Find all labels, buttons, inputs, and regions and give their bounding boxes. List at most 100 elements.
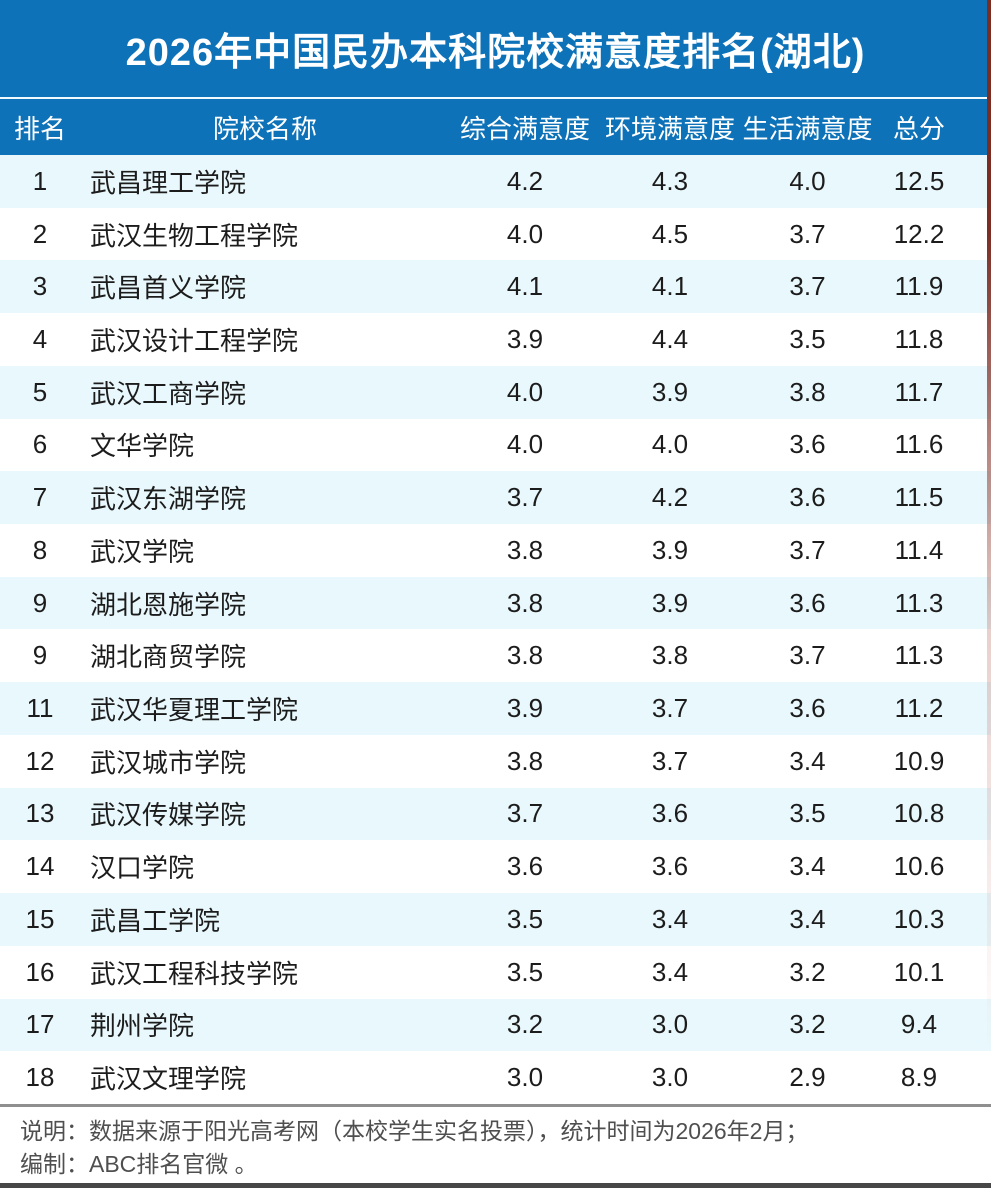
table-row: 1 武昌理工学院 4.2 4.3 4.0 12.5 — [0, 155, 991, 208]
life-score-cell: 3.7 — [789, 271, 826, 302]
rank-cell: 17 — [25, 1009, 55, 1040]
environment-score-cell: 3.6 — [651, 798, 689, 829]
environment-score-cell: 4.4 — [651, 324, 689, 355]
table-row: 8 武汉学院 3.8 3.9 3.7 11.4 — [0, 524, 991, 577]
column-header-comprehensive: 综合满意度 — [459, 113, 590, 144]
comprehensive-score-cell: 3.7 — [506, 482, 544, 513]
school-name-cell: 湖北恩施学院 — [90, 589, 247, 620]
comprehensive-score-cell: 3.6 — [506, 851, 544, 882]
comprehensive-score-cell: 3.8 — [506, 587, 544, 618]
column-header-rank: 排名 — [13, 113, 66, 144]
life-score-cell: 3.2 — [789, 1009, 826, 1040]
environment-score-cell: 3.0 — [651, 1062, 689, 1093]
rank-cell: 8 — [32, 534, 48, 565]
total-score-cell: 10.9 — [893, 745, 945, 776]
school-name-cell: 武汉工程科技学院 — [90, 958, 299, 989]
environment-score-cell: 3.7 — [651, 745, 689, 776]
comprehensive-score-cell: 3.5 — [506, 903, 544, 934]
rank-cell: 2 — [32, 218, 48, 249]
comprehensive-score-cell: 4.2 — [506, 165, 544, 196]
school-name-cell: 武昌工学院 — [90, 905, 221, 936]
school-name-cell: 武汉传媒学院 — [90, 800, 247, 831]
environment-score-cell: 4.1 — [651, 271, 689, 302]
school-name-cell: 文华学院 — [90, 431, 195, 462]
comprehensive-score-cell: 3.8 — [506, 534, 544, 565]
school-name-cell: 湖北商贸学院 — [90, 642, 247, 673]
comprehensive-score-cell: 4.1 — [506, 271, 544, 302]
total-score-cell: 11.9 — [894, 271, 944, 302]
table-row: 4 武汉设计工程学院 3.9 4.4 3.5 11.8 — [0, 313, 991, 366]
environment-score-cell: 3.7 — [651, 693, 689, 724]
table-row: 9 湖北恩施学院 3.8 3.9 3.6 11.3 — [0, 576, 991, 630]
rank-cell: 9 — [32, 640, 48, 671]
environment-score-cell: 3.9 — [651, 534, 689, 565]
title-band: 2026年中国民办本科院校满意度排名(湖北) — [0, 0, 991, 97]
total-score-cell: 11.7 — [894, 376, 944, 407]
environment-score-cell: 4.0 — [651, 429, 689, 460]
life-score-cell: 3.6 — [789, 482, 826, 513]
total-score-cell: 10.3 — [893, 903, 945, 934]
environment-score-cell: 4.2 — [651, 482, 689, 513]
total-score-cell: 11.8 — [894, 324, 944, 355]
total-score-cell: 10.1 — [893, 956, 945, 987]
comprehensive-score-cell: 3.5 — [506, 956, 544, 987]
rank-cell: 7 — [32, 482, 48, 513]
life-score-cell: 3.8 — [789, 376, 826, 407]
column-header-life: 生活满意度 — [742, 113, 873, 144]
total-score-cell: 8.9 — [900, 1062, 938, 1093]
table-row: 12 武汉城市学院 3.8 3.7 3.4 10.9 — [0, 734, 991, 788]
table-body: 1 武昌理工学院 4.2 4.3 4.0 12.5 2 武汉生物工程学院 4.0… — [0, 155, 991, 1104]
table-row: 2 武汉生物工程学院 4.0 4.5 3.7 12.2 — [0, 207, 991, 261]
comprehensive-score-cell: 3.9 — [506, 693, 544, 724]
comprehensive-score-cell: 3.2 — [506, 1009, 544, 1040]
table-row: 16 武汉工程科技学院 3.5 3.4 3.2 10.1 — [0, 945, 991, 999]
total-score-cell: 12.2 — [893, 218, 945, 249]
rank-cell: 1 — [32, 165, 48, 196]
comprehensive-score-cell: 3.9 — [506, 324, 544, 355]
rank-cell: 11 — [26, 693, 54, 724]
rank-cell: 3 — [32, 271, 48, 302]
table-row: 9 湖北商贸学院 3.8 3.8 3.7 11.3 — [0, 629, 991, 683]
column-header-total: 总分 — [892, 113, 945, 144]
environment-score-cell: 3.4 — [651, 903, 689, 934]
table-row: 3 武昌首义学院 4.1 4.1 3.7 11.9 — [0, 260, 991, 314]
footer-source-line: 说明：数据来源于阳光高考网（本校学生实名投票），统计时间为2026年2月； — [20, 1118, 809, 1144]
table-row: 11 武汉华夏理工学院 3.9 3.7 3.6 11.2 — [0, 682, 991, 735]
rank-cell: 18 — [25, 1062, 55, 1093]
life-score-cell: 3.5 — [789, 324, 826, 355]
environment-score-cell: 3.9 — [651, 376, 689, 407]
rank-cell: 6 — [32, 429, 48, 460]
life-score-cell: 3.6 — [789, 429, 826, 460]
life-score-cell: 3.7 — [789, 534, 826, 565]
table-row: 7 武汉东湖学院 3.7 4.2 3.6 11.5 — [0, 471, 991, 525]
comprehensive-score-cell: 4.0 — [506, 376, 544, 407]
life-score-cell: 3.4 — [789, 903, 826, 934]
comprehensive-score-cell: 4.0 — [506, 429, 544, 460]
comprehensive-score-cell: 4.0 — [506, 218, 544, 249]
rank-cell: 16 — [25, 956, 55, 987]
life-score-cell: 3.4 — [789, 851, 826, 882]
table-row: 13 武汉传媒学院 3.7 3.6 3.5 10.8 — [0, 787, 991, 841]
total-score-cell: 10.8 — [893, 798, 945, 829]
table-row: 14 汉口学院 3.6 3.6 3.4 10.6 — [0, 840, 991, 894]
page-title: 2026年中国民办本科院校满意度排名(湖北) — [125, 32, 866, 74]
school-name-cell: 武昌理工学院 — [90, 167, 247, 198]
school-name-cell: 武汉生物工程学院 — [90, 220, 299, 251]
total-score-cell: 11.6 — [894, 429, 944, 460]
comprehensive-score-cell: 3.8 — [506, 745, 544, 776]
title-separator — [0, 97, 991, 99]
rank-cell: 4 — [32, 324, 48, 355]
environment-score-cell: 4.3 — [651, 165, 689, 196]
table-row: 5 武汉工商学院 4.0 3.9 3.8 11.7 — [0, 365, 991, 419]
table-row: 18 武汉文理学院 3.0 3.0 2.9 8.9 — [0, 1051, 991, 1104]
school-name-cell: 武汉东湖学院 — [90, 484, 247, 515]
table-row: 15 武昌工学院 3.5 3.4 3.4 10.3 — [0, 893, 991, 946]
total-score-cell: 11.2 — [894, 693, 944, 724]
total-score-cell: 12.5 — [893, 165, 945, 196]
life-score-cell: 3.6 — [789, 693, 826, 724]
total-score-cell: 11.5 — [894, 482, 944, 513]
rank-cell: 12 — [25, 745, 55, 776]
life-score-cell: 3.5 — [789, 798, 826, 829]
rank-cell: 13 — [25, 798, 55, 829]
total-score-cell: 11.4 — [894, 534, 944, 565]
